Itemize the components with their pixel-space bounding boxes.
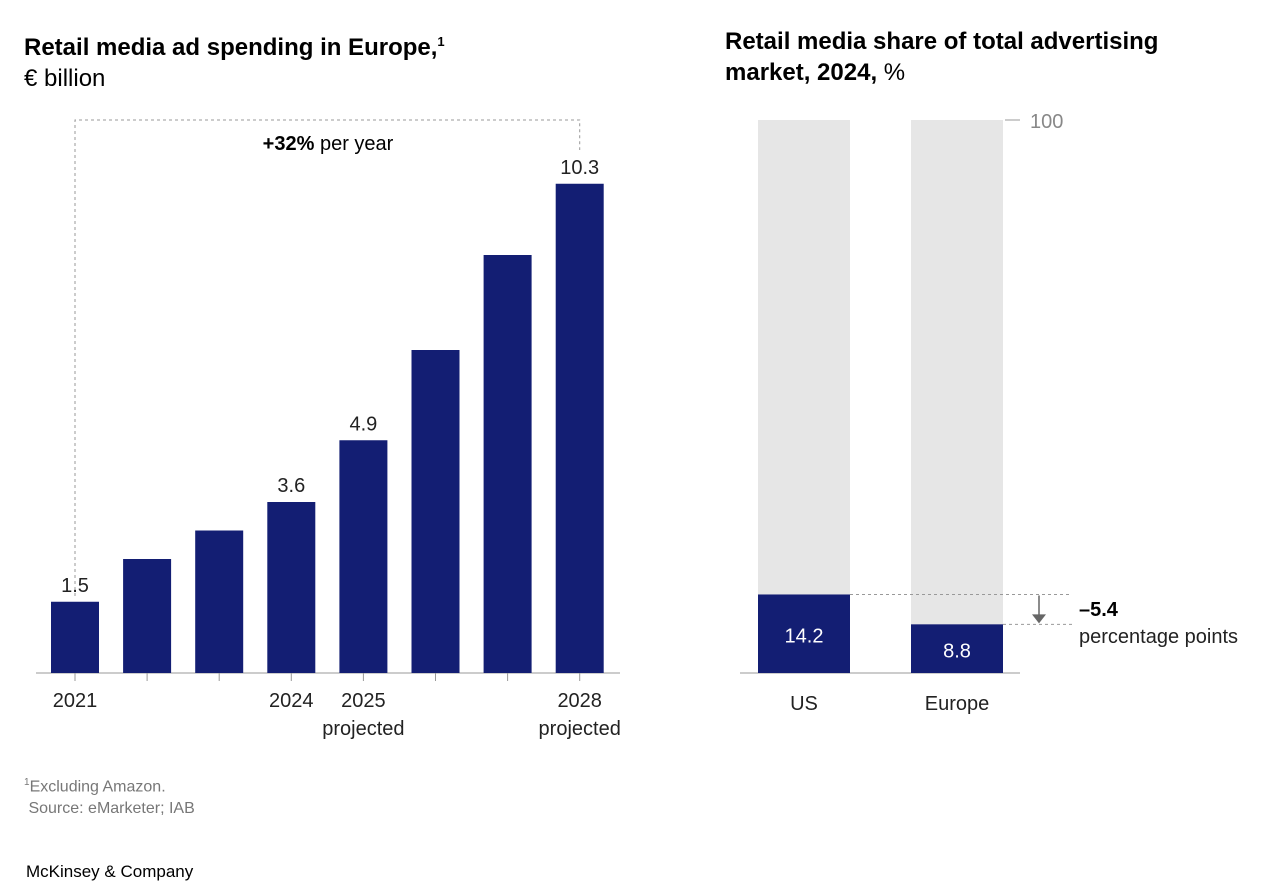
max-label: 100	[1030, 111, 1063, 133]
growth-annotation: +32% per year	[263, 133, 394, 155]
data-label: 8.8	[943, 641, 971, 663]
x-tick-label: Europe	[925, 693, 990, 715]
bar-2022	[123, 559, 172, 673]
bar-2021	[51, 601, 99, 673]
right-chart-title: Retail media share of total advertising m…	[725, 26, 1158, 88]
right-chart-unit: %	[883, 59, 906, 86]
x-tick-label: 2028	[557, 690, 602, 712]
data-label: 4.9	[349, 413, 377, 435]
bar-2024	[267, 502, 316, 673]
x-tick-label: US	[790, 693, 818, 715]
footnote-marker: 1	[24, 777, 30, 788]
x-tick-label: 2021	[53, 690, 98, 712]
difference-value: –5.4	[1079, 599, 1119, 621]
bar-2023	[195, 530, 244, 673]
right-chart-title-line2: market, 2024,	[725, 59, 878, 86]
footnote: 1Excluding Amazon. Source: eMarketer; IA…	[24, 772, 195, 820]
x-tick-label: projected	[322, 718, 404, 740]
left-chart-title: Retail media ad spending in Europe,1 € bi…	[24, 26, 445, 94]
data-label: 14.2	[785, 626, 824, 648]
right-chart-title-line1: Retail media share of total advertising	[725, 28, 1159, 55]
data-label: 3.6	[277, 475, 305, 497]
bar-2028	[555, 183, 604, 673]
source-note: Source: eMarketer; IAB	[28, 800, 195, 818]
growth-rate: +32%	[263, 133, 315, 155]
data-label: 10.3	[560, 157, 599, 179]
title-footnote-marker: 1	[437, 34, 445, 49]
x-tick-label: 2025	[341, 690, 386, 712]
background-bar-Europe	[911, 120, 1003, 673]
bar-US	[758, 594, 850, 673]
left-chart-title-text: Retail media ad spending in Europe,	[24, 34, 438, 61]
growth-bracket	[74, 119, 581, 596]
bar-Europe	[911, 624, 1003, 673]
bar-2025	[339, 440, 388, 673]
down-arrow-icon	[1032, 614, 1046, 624]
difference-label: percentage points	[1079, 626, 1238, 648]
growth-period: per year	[314, 133, 393, 155]
left-chart-unit: € billion	[24, 65, 106, 92]
x-tick-label: 2024	[269, 690, 314, 712]
bar-2027	[483, 255, 532, 673]
brand-logo-text: McKinsey & Company	[26, 862, 194, 881]
footnote-text: Excluding Amazon.	[29, 778, 166, 796]
background-bar-US	[758, 120, 850, 673]
bar-2026	[411, 350, 460, 673]
x-tick-label: projected	[539, 718, 621, 740]
data-label: 1.5	[61, 575, 89, 597]
